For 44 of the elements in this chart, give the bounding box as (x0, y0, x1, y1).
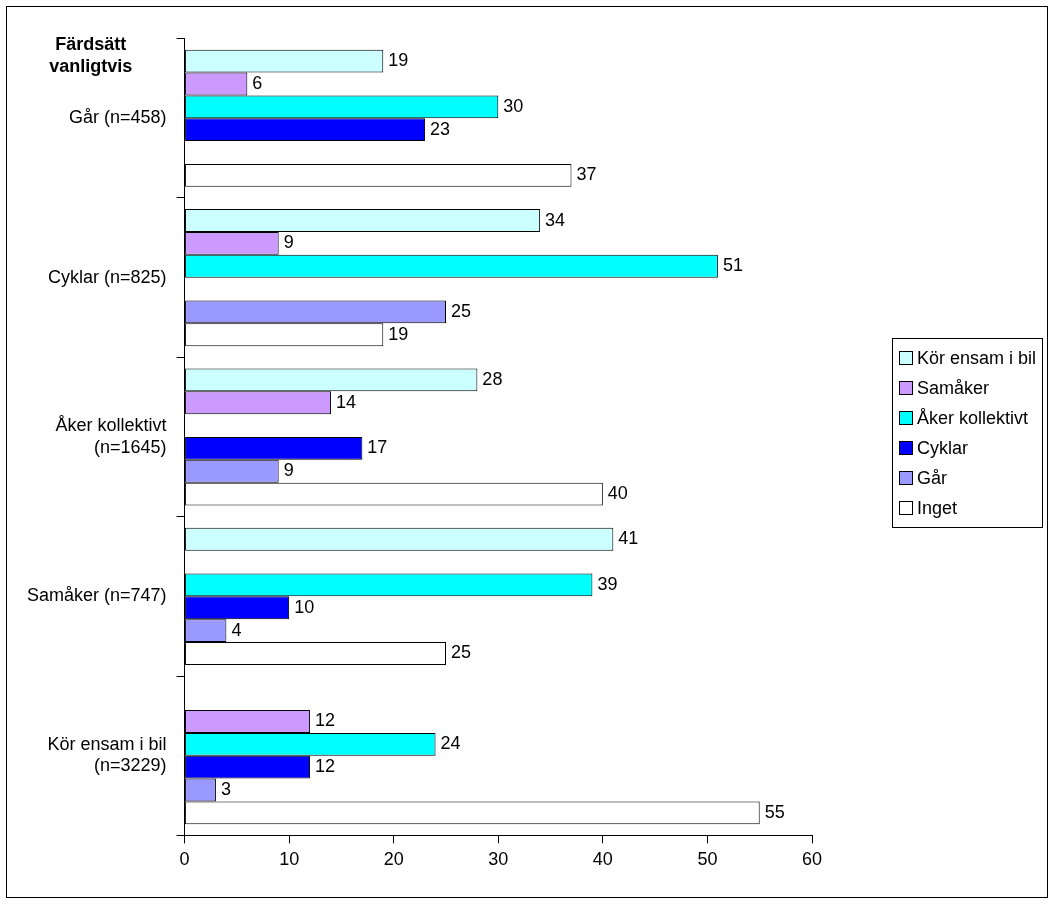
x-tick-label: 40 (592, 849, 613, 870)
data-label: 12 (315, 756, 336, 777)
legend-label: Åker kollektivt (916, 407, 1028, 429)
data-label: 25 (451, 642, 472, 663)
data-label: 51 (722, 255, 743, 276)
y-tick-label: Samåker (n=747) (26, 585, 167, 606)
data-label: 23 (430, 118, 451, 139)
y-tick-label: Cyklar (n=825) (48, 266, 167, 287)
data-label: 12 (315, 710, 336, 731)
data-label: 37 (576, 164, 597, 185)
x-tick-label: 0 (179, 849, 190, 870)
data-label: 4 (231, 619, 242, 640)
data-label: 30 (503, 95, 524, 116)
data-label: 25 (451, 300, 472, 321)
data-label: 9 (283, 232, 294, 253)
x-tick-label: 30 (488, 849, 509, 870)
data-label: 34 (545, 209, 566, 230)
data-label: 19 (388, 50, 409, 71)
data-label: 9 (283, 460, 294, 481)
x-tick-label: 10 (279, 849, 300, 870)
data-label: 41 (618, 528, 639, 549)
data-label: 55 (764, 801, 785, 822)
legend-label: Går (916, 467, 947, 489)
data-label: 19 (388, 323, 409, 344)
data-label: 40 (607, 483, 628, 504)
data-label: 28 (482, 368, 503, 389)
legend-label: Samåker (916, 377, 989, 399)
legend-label: Kör ensam i bil (916, 347, 1036, 369)
data-label: 24 (440, 733, 461, 754)
data-label: 6 (252, 72, 263, 93)
y-tick-label: Kör ensam i bil (n=3229) (47, 733, 167, 776)
y-tick-label: Går (n=458) (69, 107, 167, 128)
y-axis-title: Färdsätt vanligtvis (49, 33, 133, 76)
data-label: 39 (597, 573, 618, 594)
x-tick-label: 50 (697, 849, 718, 870)
x-tick-label: 20 (383, 849, 404, 870)
data-label: 17 (367, 437, 388, 458)
data-label: 14 (335, 391, 356, 412)
x-tick-label: 60 (801, 849, 823, 870)
text: Inget (916, 497, 957, 519)
data-label: 3 (220, 778, 231, 799)
legend-label: Cyklar (916, 437, 968, 459)
data-label: 10 (294, 596, 315, 617)
y-tick-label: Åker kollektivt (n=1645) (55, 415, 167, 457)
